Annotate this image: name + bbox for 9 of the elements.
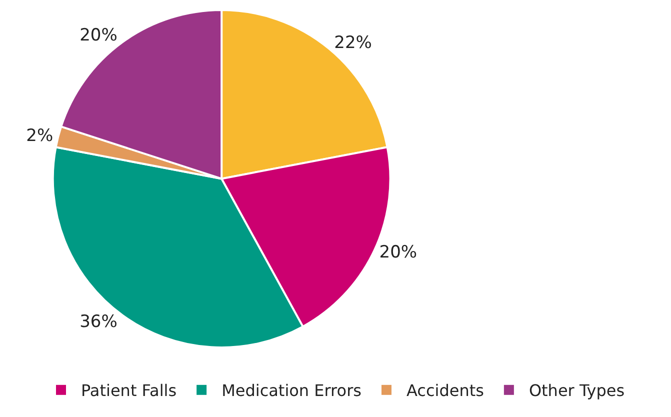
data-label: 36% — [80, 312, 118, 332]
legend-label: Accidents — [406, 381, 484, 400]
legend-label: Patient Falls — [81, 381, 177, 400]
data-label: 20% — [379, 242, 418, 262]
legend-label: Medication Errors — [222, 381, 362, 400]
legend-label: Other Types — [528, 381, 625, 400]
data-label: 22% — [334, 32, 372, 53]
data-label: 2% — [26, 126, 54, 146]
data-label: 20% — [80, 26, 118, 46]
